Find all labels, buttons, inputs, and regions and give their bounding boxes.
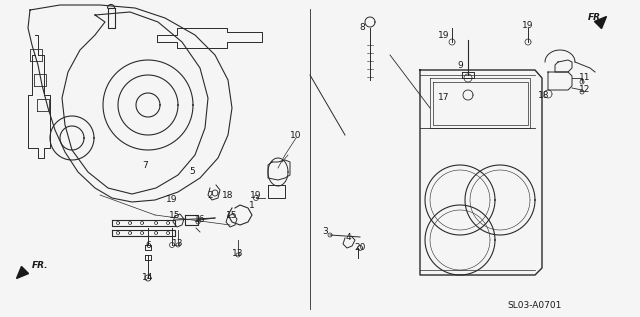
Text: 17: 17 xyxy=(438,94,450,102)
Text: 9: 9 xyxy=(457,61,463,69)
Text: 13: 13 xyxy=(232,249,244,257)
Text: 12: 12 xyxy=(579,86,591,94)
Text: 19: 19 xyxy=(438,30,450,40)
Text: 6: 6 xyxy=(145,241,151,249)
Polygon shape xyxy=(595,16,607,29)
Text: 8: 8 xyxy=(359,23,365,33)
Text: 15: 15 xyxy=(169,211,180,221)
Polygon shape xyxy=(17,267,29,279)
Text: SL03-A0701: SL03-A0701 xyxy=(508,301,562,310)
Text: 13: 13 xyxy=(172,238,184,248)
Text: 14: 14 xyxy=(142,274,154,282)
Text: 10: 10 xyxy=(291,131,301,139)
Text: FR.: FR. xyxy=(32,261,49,270)
Text: FR.: FR. xyxy=(588,13,605,22)
Text: 5: 5 xyxy=(189,167,195,177)
Text: 7: 7 xyxy=(142,160,148,170)
Text: 20: 20 xyxy=(355,243,365,251)
Text: 16: 16 xyxy=(195,216,205,224)
Text: 11: 11 xyxy=(579,74,591,82)
Text: 4: 4 xyxy=(345,234,351,243)
Text: 19: 19 xyxy=(250,191,262,200)
Text: 15: 15 xyxy=(227,211,237,221)
Text: 19: 19 xyxy=(166,196,178,204)
Text: 3: 3 xyxy=(322,228,328,236)
Text: 1: 1 xyxy=(249,200,255,210)
Text: 18: 18 xyxy=(222,191,234,199)
Text: 19: 19 xyxy=(522,21,534,29)
Text: 18: 18 xyxy=(538,92,550,100)
Text: 2: 2 xyxy=(207,191,213,199)
